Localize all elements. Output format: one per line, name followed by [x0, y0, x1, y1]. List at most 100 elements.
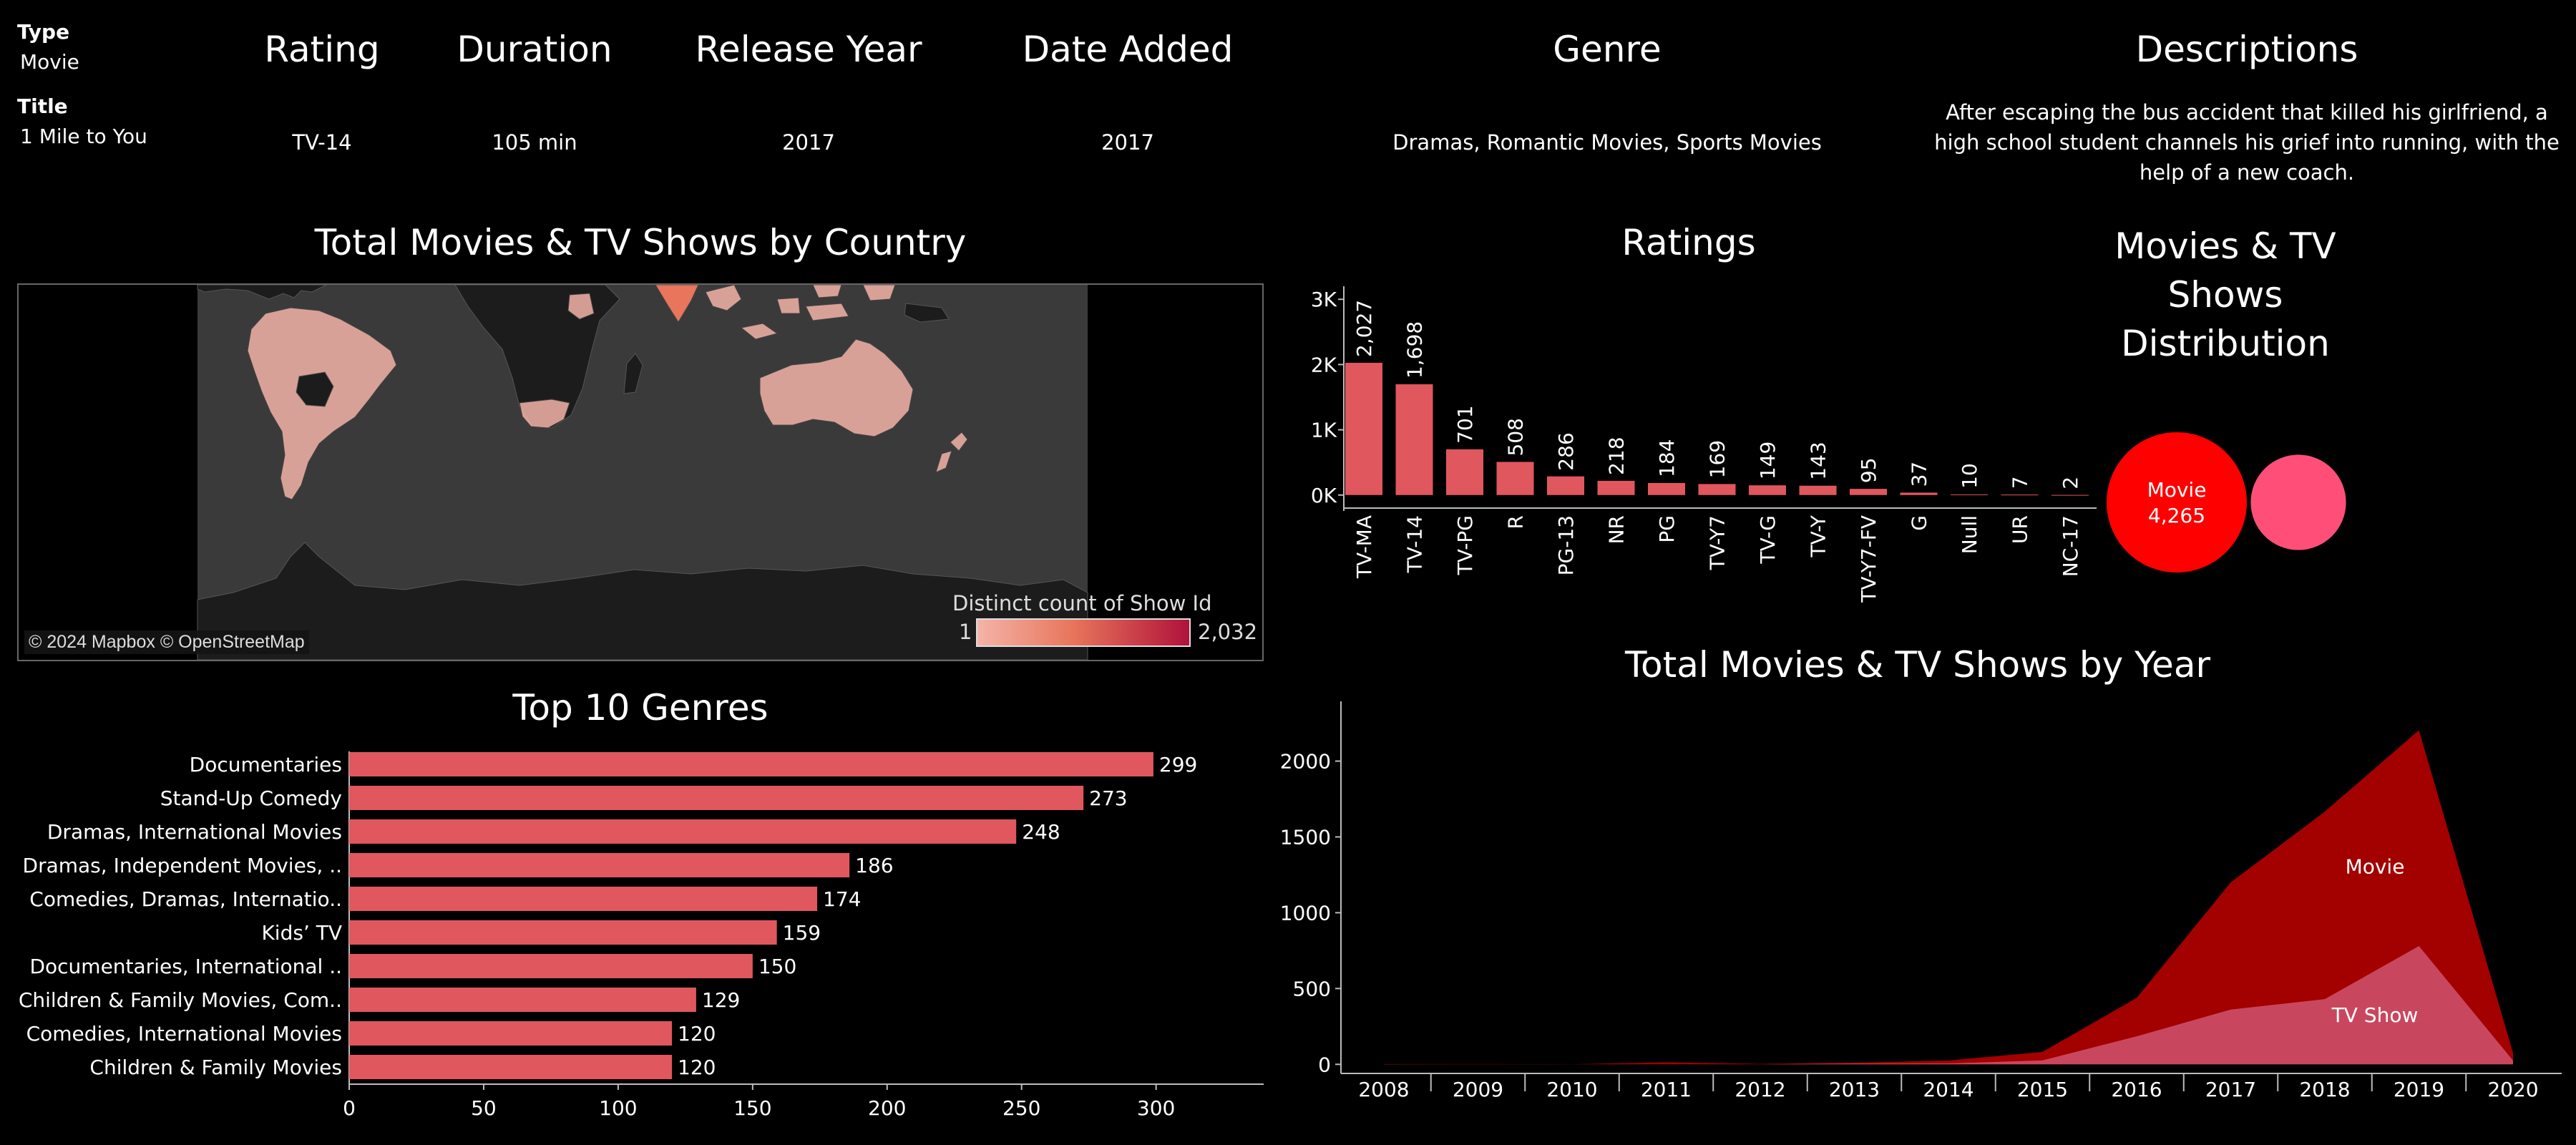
years-x-tick-label: 2018: [2299, 1078, 2350, 1101]
ratings-bar: [2051, 494, 2089, 496]
ratings-category-label: NR: [1605, 515, 1629, 544]
genres-x-tick-label: 0: [343, 1096, 356, 1120]
date-added-value: 2017: [1101, 130, 1154, 155]
ratings-chart: 0K 1K 2K 3K 2,027 TV-MA 1,698 TV-14 701 TV-PG 508 R…: [1311, 286, 2097, 603]
genre-bar: [349, 1055, 673, 1079]
movie-bubble: [2107, 432, 2247, 572]
ratings-category-label: TV-Y7: [1706, 515, 1729, 570]
genres-x-tick-label: 300: [1137, 1096, 1175, 1120]
ratings-category-label: TV-Y: [1807, 515, 1830, 557]
years-x-tick-label: 2010: [1546, 1078, 1597, 1101]
genre-label: Comedies, Dramas, Internatio..: [29, 887, 342, 911]
ratings-category-label: TV-G: [1756, 515, 1780, 564]
map-country-new-zealand[interactable]: [935, 432, 968, 473]
ratings-bar: [1345, 362, 1382, 495]
movie-bubble-name: Movie: [2147, 478, 2207, 502]
tv-show-bubble: [2250, 454, 2346, 550]
distribution-title: Movies & TV Shows Distribution: [2082, 222, 2368, 368]
genres-x-tick-label: 150: [733, 1096, 771, 1120]
map-country-australia[interactable]: [759, 338, 914, 437]
ratings-bar: [1648, 482, 1685, 495]
ratings-bar-label: 1,698: [1403, 321, 1427, 379]
map-svg: [197, 285, 1088, 660]
ratings-category-label: R: [1504, 515, 1528, 529]
years-chart: 0 500 1000 1500 2000 2008 2009 2010 2011 2012 2013…: [1280, 701, 2562, 1101]
map-legend-gradient: [976, 618, 1191, 647]
ratings-category-label: TV-14: [1403, 515, 1427, 573]
years-x-tick-label: 2017: [2205, 1078, 2256, 1101]
map-land-antarctica: [197, 542, 1088, 660]
rating-value: TV-14: [292, 130, 352, 155]
ratings-category-label: TV-MA: [1352, 515, 1376, 579]
ratings-bar: [2001, 494, 2039, 496]
genre-value-label: 186: [855, 854, 893, 877]
genres-title: Top 10 Genres: [512, 687, 769, 729]
ratings-bar: [1597, 480, 1635, 495]
genre-label: Documentaries, International ..: [29, 955, 342, 978]
ratings-category-label: Null: [1958, 515, 1981, 554]
ratings-bar-label: 169: [1706, 440, 1729, 478]
map-country-india[interactable]: [655, 285, 699, 323]
descriptions-header: Descriptions: [2135, 29, 2358, 70]
ratings-bar: [1547, 476, 1584, 495]
genre-bar: [349, 819, 1017, 844]
genre-label: Kids’ TV: [261, 921, 342, 945]
years-y-tick-label: 0: [1318, 1053, 1331, 1076]
ratings-bar-label: 508: [1504, 418, 1528, 456]
map-country-kenya[interactable]: [567, 293, 595, 320]
ratings-category-label: PG-13: [1554, 515, 1578, 575]
ratings-bar-label: 286: [1554, 432, 1578, 470]
years-x-tick-label: 2020: [2487, 1078, 2538, 1101]
genre-bar: [349, 752, 1153, 776]
ratings-y-tick-label: 2K: [1311, 353, 1337, 376]
years-x-tick-label: 2008: [1358, 1078, 1409, 1101]
map-legend-max: 2,032: [1198, 620, 1258, 644]
distribution-title-line-2: Shows: [2167, 274, 2283, 316]
genre-label: Stand-Up Comedy: [160, 786, 342, 810]
ratings-category-label: UR: [2009, 515, 2032, 544]
genres-x-tick-label: 50: [471, 1096, 497, 1120]
ratings-bar: [1900, 492, 1938, 495]
genres-chart: 0 50 100 150 200 250 300 Documentaries 299 Stand-…: [19, 751, 1264, 1120]
ratings-bar-label: 10: [1958, 463, 1981, 489]
genre-bar: [349, 887, 818, 911]
map-country-malaysia[interactable]: [812, 285, 896, 301]
duration-value: 105 min: [492, 130, 577, 155]
genre-value-label: 150: [758, 955, 796, 978]
ratings-y-tick-label: 0K: [1311, 484, 1337, 507]
ratings-bar-label: 95: [1857, 457, 1880, 483]
map-title: Total Movies & TV Shows by Country: [314, 222, 967, 263]
genre-value-label: 248: [1022, 820, 1060, 844]
ratings-category-label: TV-Y7-FV: [1857, 515, 1880, 603]
genre-value-label: 174: [823, 887, 861, 911]
genre-bar: [349, 786, 1084, 810]
ratings-bar: [1496, 462, 1534, 495]
genre-bar: [349, 988, 696, 1012]
description-line-3: help of a new coach.: [2139, 160, 2355, 185]
ratings-bar: [1698, 484, 1736, 495]
map-land-africa: [454, 285, 620, 429]
map-legend-title: Distinct count of Show Id: [952, 591, 1212, 615]
ratings-bar-label: 218: [1605, 437, 1629, 474]
years-x-tick-label: 2015: [2017, 1078, 2068, 1101]
map-credit[interactable]: © 2024 Mapbox © OpenStreetMap: [24, 630, 309, 654]
ratings-bar-label: 701: [1453, 405, 1477, 443]
ratings-bar-label: 37: [1908, 462, 1931, 487]
release-year-header: Release Year: [695, 29, 922, 70]
ratings-category-label: NC-17: [2059, 515, 2082, 577]
country-map[interactable]: © 2024 Mapbox © OpenStreetMap Distinct c…: [17, 283, 1264, 661]
years-title: Total Movies & TV Shows by Year: [1624, 644, 2211, 686]
genre-bar: [349, 954, 753, 978]
genre-label: Children & Family Movies: [89, 1056, 342, 1079]
movie-area: [1384, 730, 2513, 1065]
ratings-bar: [1446, 449, 1483, 495]
ratings-bar-label: 2,027: [1352, 300, 1376, 357]
type-label: Type: [17, 20, 70, 44]
map-legend-min: 1: [959, 620, 972, 644]
map-land-madagascar: [623, 353, 643, 394]
years-y-tick-label: 1000: [1280, 901, 1331, 925]
map-country-indonesia[interactable]: [705, 285, 849, 340]
map-country-south-africa[interactable]: [519, 399, 570, 429]
distribution-title-line-3: Distribution: [2121, 323, 2330, 364]
map-land-mexico: [197, 285, 327, 300]
